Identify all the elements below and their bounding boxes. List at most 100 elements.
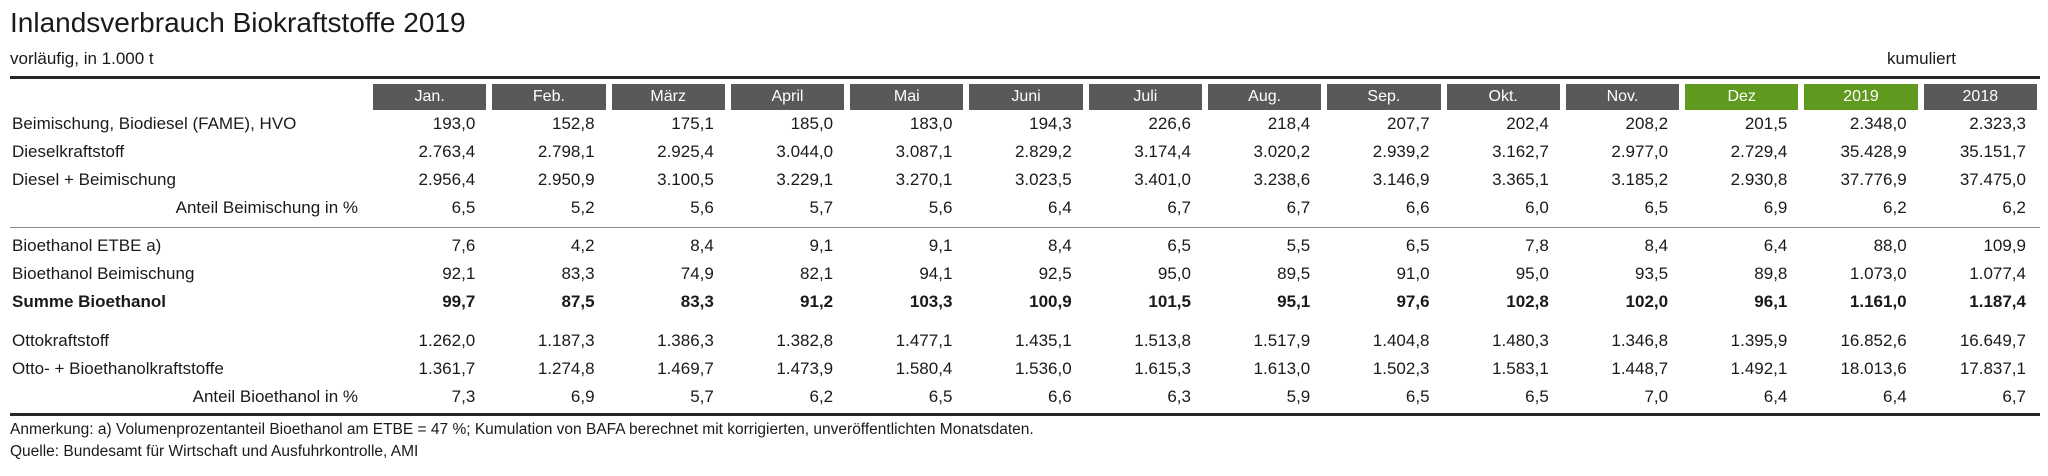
value-cell: 6,2	[2002, 198, 2026, 217]
column-header: Okt.	[1444, 84, 1563, 110]
value-cell: 1.077,4	[1969, 264, 2026, 283]
value-cell: 37.475,0	[1959, 170, 2026, 189]
column-header-box: Mai	[850, 84, 964, 110]
value-cell: 5,6	[690, 198, 714, 217]
table-row: Ottokraftstoff 1.262,0 1.187,3 1.386,3 1.382…	[10, 327, 2040, 355]
value-cell: 3.023,5	[1014, 170, 1072, 189]
value-cell: 17.837,1	[1959, 359, 2026, 378]
value-cell: 1.469,7	[657, 359, 714, 378]
value-cell: 1.480,3	[1492, 331, 1549, 350]
column-header-box: Juli	[1088, 84, 1202, 110]
column-header-box: Dez	[1685, 84, 1799, 110]
value-cell: 6,6	[1405, 198, 1430, 217]
header-spacer	[10, 84, 370, 110]
value-cell: 185,0	[790, 114, 834, 133]
value-cell: 89,8	[1754, 264, 1788, 283]
value-cell: 3.365,1	[1492, 170, 1549, 189]
value-cell: 6,5	[1525, 387, 1549, 406]
value-cell: 93,5	[1635, 264, 1669, 283]
value-cell: 1.492,1	[1730, 359, 1788, 378]
column-header: Sep.	[1324, 84, 1443, 110]
value-cell: 1.404,8	[1372, 331, 1430, 350]
value-cell: 88,0	[1873, 236, 1907, 255]
table-row: Beimischung, Biodiesel (FAME), HVO 193,0 1…	[10, 110, 2040, 138]
value-cell: 6,9	[1763, 198, 1788, 217]
column-header-box: Juni	[969, 84, 1083, 110]
row-label: Beimischung, Biodiesel (FAME), HVO	[12, 114, 297, 133]
value-cell: 103,3	[909, 292, 953, 311]
value-cell: 1.502,3	[1372, 359, 1430, 378]
value-cell: 6,3	[1167, 387, 1191, 406]
table-row: Otto- + Bioethanolkraftstoffe 1.361,7 1.27…	[10, 355, 2040, 383]
value-cell: 226,6	[1148, 114, 1191, 133]
page: Inlandsverbrauch Biokraftstoffe 2019 vor…	[10, 7, 2040, 460]
column-header-box: Aug.	[1207, 84, 1322, 110]
value-cell: 1.187,3	[537, 331, 595, 350]
column-header: Feb.	[489, 84, 608, 110]
value-cell: 82,1	[800, 264, 834, 283]
header-row: Jan. Feb. März April Mai Juni Juli Aug. Sep. Okt.…	[10, 84, 2040, 110]
value-cell: 3.270,1	[895, 170, 953, 189]
value-cell: 2.925,4	[657, 142, 714, 161]
table-row: Anteil Bioethanol in % 7,3 6,9 5,7 6,2 6,5 6,6…	[10, 383, 2040, 411]
value-cell: 183,0	[909, 114, 953, 133]
value-cell: 6,2	[809, 387, 834, 406]
value-cell: 1.613,0	[1253, 359, 1311, 378]
value-cell: 1.513,8	[1134, 331, 1191, 350]
value-cell: 1.580,4	[895, 359, 953, 378]
value-cell: 5,7	[809, 198, 834, 217]
column-header-box: Okt.	[1446, 84, 1560, 110]
value-cell: 91,2	[800, 292, 834, 311]
value-cell: 1.473,9	[776, 359, 834, 378]
value-cell: 6,9	[570, 387, 595, 406]
value-cell: 5,2	[570, 198, 595, 217]
value-cell: 6,7	[1286, 198, 1311, 217]
value-cell: 35.428,9	[1840, 142, 1907, 161]
value-cell: 6,5	[1644, 198, 1669, 217]
value-cell: 6,7	[2002, 387, 2026, 406]
column-header: Juni	[966, 84, 1085, 110]
value-cell: 16.852,6	[1840, 331, 1907, 350]
value-cell: 1.382,8	[776, 331, 834, 350]
column-header: Juli	[1086, 84, 1205, 110]
column-header: Jan.	[370, 84, 489, 110]
row-label: Anteil Beimischung in %	[175, 198, 358, 217]
row-label: Anteil Bioethanol in %	[192, 387, 358, 406]
value-cell: 6,7	[1167, 198, 1191, 217]
value-cell: 109,9	[1983, 236, 2026, 255]
column-header: Nov.	[1563, 84, 1682, 110]
value-cell: 96,1	[1754, 292, 1788, 311]
value-cell: 5,6	[928, 198, 953, 217]
table-row: Diesel + Beimischung 2.956,4 2.950,9 3.100,…	[10, 166, 2040, 194]
value-cell: 1.161,0	[1849, 292, 1907, 311]
value-cell: 16.649,7	[1959, 331, 2026, 350]
value-cell: 6,4	[1763, 387, 1788, 406]
value-cell: 1.361,7	[418, 359, 476, 378]
value-cell: 194,3	[1029, 114, 1072, 133]
value-cell: 3.146,9	[1372, 170, 1430, 189]
value-cell: 8,4	[1644, 236, 1669, 255]
value-cell: 3.185,2	[1611, 170, 1669, 189]
row-label: Summe Bioethanol	[12, 292, 166, 311]
value-cell: 1.262,0	[418, 331, 476, 350]
value-cell: 6,6	[1048, 387, 1072, 406]
value-cell: 207,7	[1386, 114, 1430, 133]
value-cell: 202,4	[1506, 114, 1549, 133]
value-cell: 1.386,3	[657, 331, 714, 350]
column-header-box: 2019	[1804, 84, 1918, 110]
value-cell: 7,0	[1644, 387, 1669, 406]
value-cell: 89,5	[1277, 264, 1311, 283]
value-cell: 1.448,7	[1611, 359, 1669, 378]
value-cell: 18.013,6	[1840, 359, 1907, 378]
value-cell: 1.615,3	[1134, 359, 1191, 378]
top-rule	[10, 76, 2040, 79]
value-cell: 99,7	[442, 292, 476, 311]
column-header-box: 2018	[1923, 84, 2037, 110]
value-cell: 3.238,6	[1253, 170, 1311, 189]
value-cell: 102,8	[1506, 292, 1549, 311]
column-header: 2019	[1801, 84, 1920, 110]
value-cell: 3.020,2	[1253, 142, 1311, 161]
value-cell: 100,9	[1029, 292, 1072, 311]
row-label: Diesel + Beimischung	[12, 170, 176, 189]
value-cell: 201,5	[1744, 114, 1788, 133]
